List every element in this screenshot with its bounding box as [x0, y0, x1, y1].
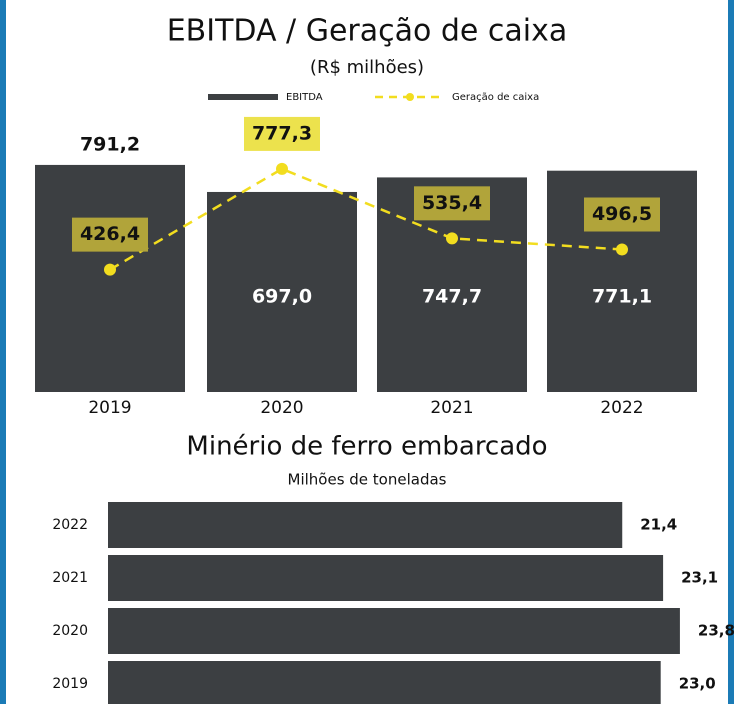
bar	[108, 502, 623, 548]
line-value-label: 426,4	[80, 223, 140, 245]
x-tick-label: 2021	[430, 398, 473, 418]
chart-title: EBITDA / Geração de caixa	[167, 14, 568, 49]
y-tick-label: 2020	[52, 623, 88, 639]
bar	[207, 191, 357, 392]
line-point	[276, 162, 288, 175]
bar-value-label: 23,1	[681, 569, 718, 587]
line-point	[446, 232, 458, 245]
value-label-box	[72, 217, 148, 252]
legend-swatch	[406, 93, 414, 101]
value-label-box	[414, 186, 490, 221]
bar-value-label: 23,0	[679, 675, 716, 693]
line-value-label: 777,3	[252, 122, 312, 144]
y-tick-label: 2022	[52, 517, 88, 533]
x-tick-label: 2019	[88, 398, 131, 418]
value-label-box	[244, 116, 320, 151]
bar	[108, 661, 661, 704]
value-label-box	[584, 197, 660, 232]
bar-value-label: 697,0	[252, 286, 312, 308]
x-tick-label: 2022	[600, 398, 643, 418]
line-value-label: 535,4	[422, 192, 482, 214]
bar-value-label: 21,4	[640, 516, 677, 534]
line	[109, 167, 623, 271]
chart-subtitle: (R$ milhões)	[310, 57, 424, 78]
legend-label: EBITDA	[286, 92, 323, 103]
legend-label: Geração de caixa	[452, 92, 539, 103]
bar	[35, 164, 185, 392]
line-value-label: 496,5	[592, 203, 652, 225]
bar-value-label: 23,8	[698, 622, 735, 640]
line-point	[104, 263, 116, 276]
legend-swatch	[208, 94, 278, 100]
bar-value-label: 747,7	[422, 286, 482, 308]
bar-value-label: 791,2	[80, 134, 140, 156]
x-tick-label: 2020	[260, 398, 303, 418]
bar	[108, 555, 664, 601]
chart-subtitle: Milhões de toneladas	[288, 471, 447, 489]
y-tick-label: 2021	[52, 570, 88, 586]
chart-title: Minério de ferro embarcado	[186, 432, 547, 462]
bar-value-label: 771,1	[592, 286, 652, 308]
left-border	[0, 0, 6, 704]
bar	[108, 608, 680, 654]
right-border	[728, 0, 734, 704]
y-tick-label: 2019	[52, 676, 88, 692]
line-point	[616, 243, 628, 256]
